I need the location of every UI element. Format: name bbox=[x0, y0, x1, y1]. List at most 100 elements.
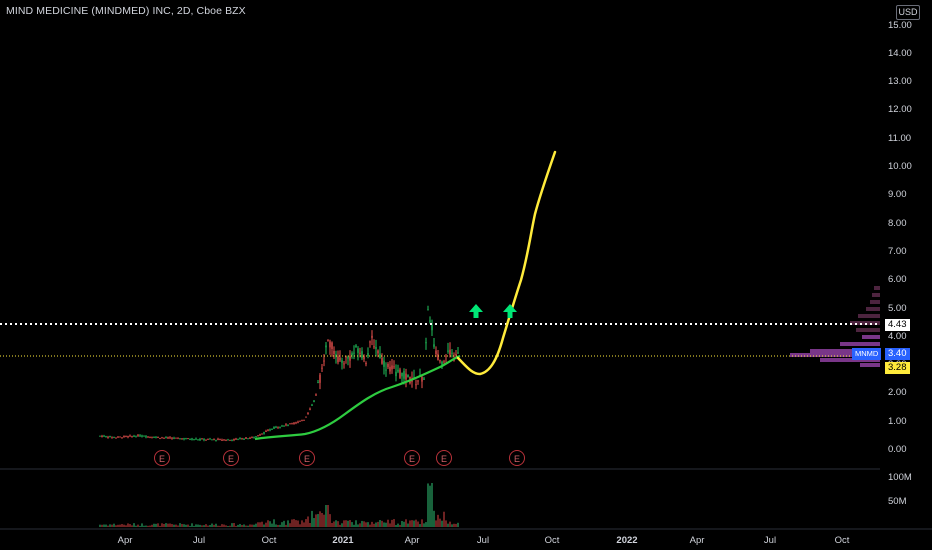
volume-bar bbox=[257, 522, 259, 527]
volume-bar bbox=[405, 519, 407, 527]
candle-body bbox=[229, 439, 231, 441]
candle-body bbox=[167, 437, 169, 439]
chart-title: MIND MEDICINE (MINDMED) INC, 2D, Cboe BZ… bbox=[6, 5, 246, 17]
price-axis-tick: 6.00 bbox=[888, 274, 907, 286]
earnings-marker[interactable]: E bbox=[223, 450, 239, 466]
volume-bar bbox=[407, 523, 409, 527]
candle-body bbox=[437, 353, 439, 361]
volume-bar bbox=[273, 519, 275, 527]
candle-body bbox=[191, 438, 193, 440]
volume-bar bbox=[303, 522, 305, 527]
candle-body bbox=[381, 358, 383, 364]
volume-bar bbox=[129, 524, 131, 527]
candle-body bbox=[113, 437, 115, 439]
volume-bar bbox=[255, 523, 257, 527]
candle-body bbox=[165, 437, 167, 439]
candle-body bbox=[337, 356, 339, 363]
earnings-marker[interactable]: E bbox=[299, 450, 315, 466]
earnings-marker[interactable]: E bbox=[404, 450, 420, 466]
up-arrow-icon[interactable] bbox=[469, 304, 483, 318]
candle-body bbox=[385, 369, 387, 371]
candle-body bbox=[399, 369, 401, 378]
volume-bar bbox=[157, 523, 159, 527]
candle-body bbox=[443, 361, 445, 363]
volume-profile-row bbox=[870, 300, 880, 304]
volume-bar bbox=[387, 519, 389, 527]
earnings-marker[interactable]: E bbox=[509, 450, 525, 466]
candle-body bbox=[275, 426, 277, 428]
candle-body bbox=[101, 436, 103, 438]
volume-bar bbox=[441, 520, 443, 527]
time-axis-tick: Apr bbox=[689, 535, 705, 546]
candle-body bbox=[357, 348, 359, 353]
volume-bar bbox=[379, 520, 381, 527]
candle-body bbox=[313, 400, 315, 402]
volume-bar bbox=[329, 514, 331, 527]
volume-bar bbox=[307, 516, 309, 527]
price-axis-tick: 8.00 bbox=[888, 217, 907, 229]
price-axis-tick: 4.00 bbox=[888, 330, 907, 342]
volume-bar bbox=[373, 523, 375, 527]
up-arrow-icon[interactable] bbox=[503, 304, 517, 318]
volume-profile-row bbox=[840, 342, 880, 346]
volume-bar bbox=[159, 525, 161, 527]
volume-bar bbox=[453, 523, 455, 527]
candle-body bbox=[285, 424, 287, 426]
candle-body bbox=[259, 434, 261, 436]
volume-bar bbox=[279, 524, 281, 527]
volume-bar bbox=[349, 520, 351, 527]
time-axis-tick: Oct bbox=[834, 535, 850, 546]
candle-body bbox=[427, 309, 429, 311]
candle-body bbox=[155, 436, 157, 438]
price-axis-tick: 10.00 bbox=[888, 161, 912, 172]
volume-bar bbox=[197, 524, 199, 527]
candle-body bbox=[139, 435, 141, 437]
candle-body bbox=[161, 437, 163, 439]
volume-bar bbox=[393, 519, 395, 527]
volume-bar bbox=[263, 524, 265, 527]
price-axis-tick: 14.00 bbox=[888, 47, 912, 59]
volume-bar bbox=[231, 523, 233, 527]
candle-body bbox=[311, 404, 313, 406]
candle-body bbox=[135, 436, 137, 438]
currency-badge[interactable]: USD bbox=[896, 5, 920, 20]
candle-body bbox=[247, 438, 249, 440]
candle-body bbox=[293, 422, 295, 425]
volume-bar bbox=[367, 522, 369, 527]
volume-profile-row bbox=[856, 328, 880, 332]
earnings-marker[interactable]: E bbox=[154, 450, 170, 466]
volume-bar bbox=[233, 523, 235, 527]
candle-body bbox=[215, 440, 217, 442]
volume-bar bbox=[361, 520, 363, 527]
volume-bar bbox=[283, 520, 285, 527]
volume-bar bbox=[137, 524, 139, 527]
candle-body bbox=[241, 438, 243, 440]
candle-body bbox=[379, 353, 381, 359]
candle-body bbox=[147, 436, 149, 438]
candle-body bbox=[349, 356, 351, 361]
candle-body bbox=[391, 365, 393, 370]
volume-bar bbox=[109, 524, 111, 527]
candle-body bbox=[153, 436, 155, 438]
volume-bars bbox=[99, 483, 459, 527]
candle-body bbox=[361, 351, 363, 359]
candle-body bbox=[417, 380, 419, 382]
volume-bar bbox=[425, 522, 427, 527]
candle-body bbox=[277, 427, 279, 429]
candle-body bbox=[355, 345, 357, 347]
candle-body bbox=[205, 439, 207, 441]
candle-body bbox=[163, 437, 165, 439]
volume-profile-row bbox=[862, 335, 880, 339]
volume-bar bbox=[437, 514, 439, 527]
candle-body bbox=[99, 435, 101, 437]
volume-bar bbox=[397, 523, 399, 527]
volume-bar bbox=[187, 524, 189, 527]
volume-bar bbox=[445, 520, 447, 527]
candle-body bbox=[299, 420, 301, 422]
candle-body bbox=[319, 374, 321, 383]
volume-bar bbox=[271, 523, 273, 527]
earnings-marker[interactable]: E bbox=[436, 450, 452, 466]
projection-drawing[interactable] bbox=[456, 150, 557, 376]
price-axis-tick: 1.00 bbox=[888, 415, 907, 427]
